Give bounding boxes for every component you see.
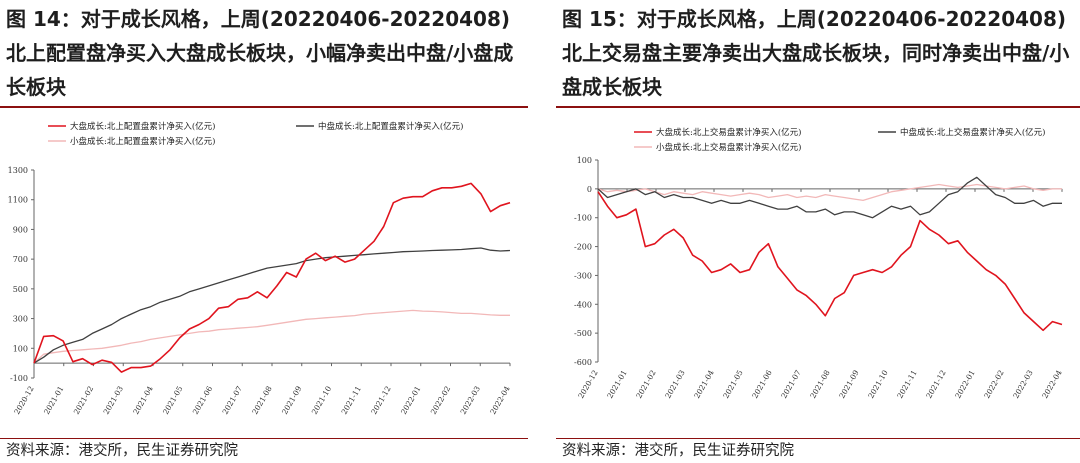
x-tick-label: 2022-03: [459, 384, 482, 416]
legend-label: 中盘成长:北上交易盘累计净买入(亿元): [900, 127, 1046, 138]
x-tick-label: 2021-08: [808, 368, 831, 400]
y-tick-label: 900: [13, 225, 28, 234]
y-tick-label: -500: [574, 329, 592, 338]
y-tick-label: 700: [13, 255, 28, 264]
x-tick-label: 2021-04: [692, 368, 715, 400]
x-tick-label: 2021-07: [779, 368, 802, 400]
y-tick-label: -100: [10, 374, 28, 383]
source-divider: [0, 438, 528, 439]
x-tick-label: 2021-10: [866, 368, 889, 400]
x-tick-label: 2021-05: [161, 384, 184, 416]
x-tick-label: 2021-02: [72, 384, 95, 416]
x-tick-label: 2021-03: [102, 384, 125, 416]
y-tick-label: 0: [587, 185, 592, 194]
title-divider: [556, 106, 1080, 108]
source-divider: [556, 438, 1080, 439]
x-tick-label: 2021-12: [924, 368, 947, 400]
y-tick-label: 300: [13, 315, 28, 324]
y-tick-label: -300: [574, 271, 592, 280]
figure-14: 图 14：对于成长风格，上周(20220406-20220408)北上配置盘净买…: [0, 0, 528, 463]
x-tick-label: 2020-12: [12, 384, 35, 416]
series-line: [33, 182, 511, 373]
x-tick-label: 2021-11: [340, 385, 363, 416]
x-tick-label: 2021-03: [663, 368, 686, 400]
y-tick-label: -100: [574, 214, 592, 223]
x-tick-label: 2022-01: [399, 385, 422, 416]
figure-title: 图 15：对于成长风格，上周(20220406-20220408)北上交易盘主要…: [562, 7, 1070, 99]
x-tick-label: 2021-02: [634, 368, 657, 400]
x-tick-label: 2021-09: [837, 368, 860, 400]
series-line: [597, 176, 1062, 219]
x-tick-label: 2021-07: [221, 384, 244, 416]
y-tick-label: -200: [574, 243, 592, 252]
x-tick-label: 2021-04: [131, 384, 154, 416]
y-tick-label: 500: [13, 285, 28, 294]
legend-label: 大盘成长:北上交易盘累计净买入(亿元): [656, 127, 802, 138]
legend-label: 小盘成长:北上交易盘累计净买入(亿元): [656, 142, 802, 153]
y-tick-label: 100: [13, 344, 28, 353]
figure-title: 图 14：对于成长风格，上周(20220406-20220408)北上配置盘净买…: [6, 7, 514, 99]
x-tick-label: 2022-02: [429, 384, 452, 416]
figure-15: 图 15：对于成长风格，上周(20220406-20220408)北上交易盘主要…: [556, 0, 1080, 463]
y-tick-label: 1100: [8, 196, 28, 205]
series-line: [33, 309, 510, 364]
x-tick-label: 2021-08: [250, 384, 273, 416]
line-chart-fig15: -600 -500 -400 -300 -200 -100 0 100 2020-12 2021-…: [574, 127, 1064, 400]
series-line: [597, 191, 1063, 332]
legend-label: 大盘成长:北上配置盘累计净买入(亿元): [70, 121, 216, 132]
x-tick-label: 2020-12: [576, 368, 599, 400]
x-tick-label: 2021-06: [191, 384, 214, 416]
series-line: [597, 183, 1062, 202]
x-tick-label: 2022-03: [1011, 368, 1034, 400]
y-tick-label: -600: [574, 358, 592, 367]
legend-label: 中盘成长:北上配置盘累计净买入(亿元): [318, 121, 464, 132]
x-tick-label: 2021-12: [369, 384, 392, 416]
y-tick-label: 1300: [8, 166, 28, 175]
x-tick-label: 2022-04: [488, 384, 511, 416]
x-tick-label: 2022-02: [982, 368, 1005, 400]
x-tick-label: 2021-01: [42, 385, 65, 416]
y-tick-label: -400: [574, 300, 592, 309]
x-tick-label: 2021-09: [280, 384, 303, 416]
x-tick-label: 2021-01: [605, 369, 628, 400]
x-tick-label: 2021-05: [721, 368, 744, 400]
x-tick-label: 2022-01: [953, 369, 976, 400]
x-tick-label: 2021-10: [310, 384, 333, 416]
x-tick-label: 2021-06: [750, 368, 773, 400]
source-note: 资料来源：港交所，民生证券研究院: [562, 443, 794, 459]
legend-label: 小盘成长:北上配置盘累计净买入(亿元): [70, 136, 216, 147]
title-divider: [0, 106, 528, 108]
x-tick-label: 2022-04: [1040, 368, 1063, 400]
y-tick-label: 100: [577, 156, 592, 165]
series-line: [33, 247, 511, 364]
line-chart-fig14: -100 100 300 500 700 900 1100 1300 2020-12 2021-0…: [8, 121, 512, 416]
x-tick-label: 2021-11: [895, 369, 918, 400]
source-note: 资料来源：港交所，民生证券研究院: [6, 443, 238, 459]
